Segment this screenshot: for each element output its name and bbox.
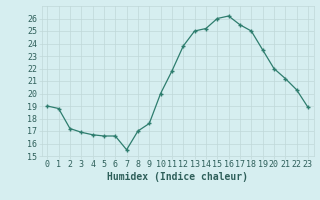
X-axis label: Humidex (Indice chaleur): Humidex (Indice chaleur) xyxy=(107,172,248,182)
